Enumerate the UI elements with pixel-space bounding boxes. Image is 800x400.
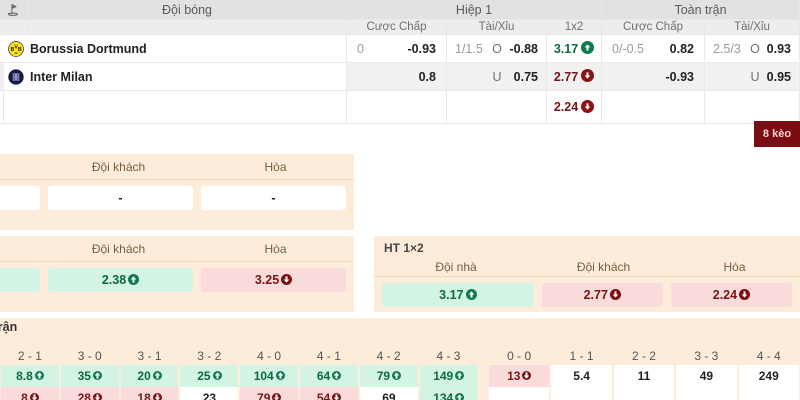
svg-text:B: B — [18, 47, 22, 53]
